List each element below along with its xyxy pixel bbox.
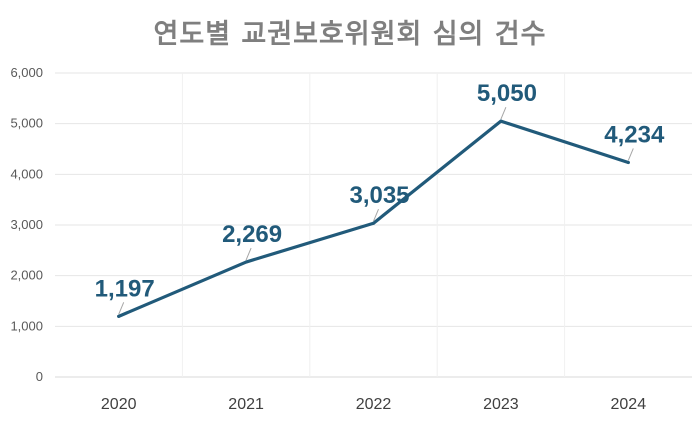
x-tick-label: 2021: [228, 396, 264, 413]
series-line: [117, 119, 630, 318]
chart-title: 연도별 교권보호위원회 심의 건수: [153, 19, 547, 50]
y-tick-label: 4,000: [10, 166, 43, 181]
data-label: 5,050: [477, 80, 537, 107]
x-tick-label: 2023: [483, 396, 519, 413]
y-tick-label: 3,000: [10, 217, 43, 232]
x-tick-label: 2022: [356, 396, 392, 413]
y-tick-label: 5,000: [10, 116, 43, 131]
leader-line: [373, 209, 379, 222]
leader-line: [118, 302, 125, 315]
x-tick-label: 2024: [611, 396, 647, 413]
data-point: [499, 119, 503, 123]
leader-line: [245, 247, 252, 261]
y-tick-label: 1,000: [10, 318, 43, 333]
data-point: [117, 314, 121, 318]
leader-line: [500, 106, 507, 120]
leader-line: [627, 148, 634, 161]
data-label: 4,234: [604, 121, 665, 148]
data-label: 1,197: [95, 275, 155, 302]
data-label: 3,035: [349, 182, 409, 209]
x-tick-label: 2020: [101, 396, 137, 413]
y-tick-label: 0: [36, 369, 43, 384]
data-label: 2,269: [222, 221, 282, 248]
y-tick-label: 2,000: [10, 268, 43, 283]
y-tick-label: 6,000: [10, 65, 43, 80]
data-point: [372, 221, 375, 225]
data-point: [626, 160, 630, 164]
data-point: [244, 260, 248, 264]
